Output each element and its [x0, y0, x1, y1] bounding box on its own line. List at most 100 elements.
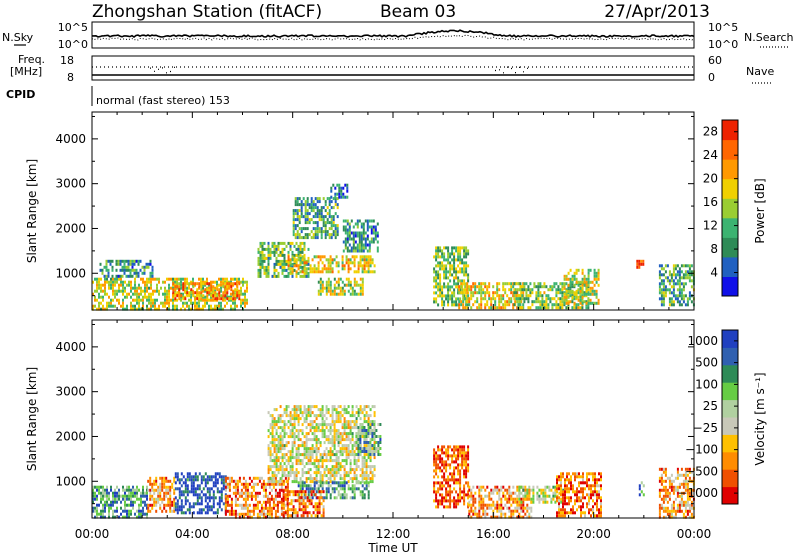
- power-cell: [204, 298, 206, 302]
- velocity-cell: [275, 447, 278, 451]
- velocity-cell: [307, 468, 310, 472]
- power-cell: [306, 236, 309, 240]
- velocity-cell: [140, 491, 142, 495]
- velocity-cell: [299, 477, 302, 481]
- power-cell: [110, 280, 112, 284]
- velocity-cell: [463, 490, 466, 494]
- velocity-cell: [341, 423, 344, 427]
- velocity-cell: [375, 429, 378, 432]
- velocity-cell: [361, 432, 364, 435]
- freq-label: Freq.: [18, 53, 45, 66]
- velocity-cell: [159, 506, 162, 510]
- power-cell: [267, 259, 270, 263]
- velocity-cell: [200, 496, 203, 500]
- power-cell: [109, 259, 112, 263]
- velocity-cell: [351, 480, 354, 484]
- power-cell: [366, 234, 369, 238]
- power-cell: [303, 261, 306, 265]
- velocity-cell: [304, 505, 307, 509]
- velocity-cell: [293, 414, 296, 418]
- velocity-cell: [173, 476, 176, 480]
- power-cell: [690, 270, 693, 274]
- velocity-cell: [311, 447, 314, 451]
- velocity-cell: [296, 493, 299, 497]
- power-cell: [236, 288, 239, 292]
- power-cell: [306, 203, 309, 207]
- velocity-cell: [345, 408, 348, 412]
- velocity-cell: [279, 435, 282, 439]
- power-cell: [467, 303, 470, 307]
- velocity-cell: [345, 453, 348, 457]
- power-cell: [198, 307, 200, 311]
- power-cell: [553, 285, 556, 289]
- power-cell: [291, 270, 294, 274]
- nave-scatter: [150, 66, 529, 74]
- velocity-cell: [313, 432, 316, 436]
- velocity-cell: [272, 506, 275, 510]
- power-cell: [543, 306, 546, 310]
- velocity-cell: [363, 481, 366, 485]
- velocity-cell: [289, 459, 292, 463]
- velocity-cell: [455, 445, 458, 449]
- power-cell: [146, 295, 148, 299]
- power-cell: [565, 289, 568, 293]
- power-cell: [662, 288, 665, 292]
- velocity-cell: [447, 505, 450, 509]
- power-cell: [447, 258, 450, 262]
- velocity-cell: [311, 432, 314, 436]
- power-cell: [311, 267, 314, 271]
- power-cell: [234, 307, 236, 311]
- velocity-cell: [182, 481, 185, 485]
- velocity-cell: [359, 423, 362, 426]
- velocity-cell: [297, 405, 300, 409]
- velocity-cell: [457, 457, 460, 461]
- velocity-cell: [500, 497, 503, 501]
- velocity-cell: [341, 487, 344, 491]
- power-cell: [579, 295, 582, 299]
- velocity-cell: [165, 509, 168, 513]
- velocity-cell: [110, 485, 112, 489]
- power-cell: [441, 249, 444, 253]
- power-cell: [445, 258, 448, 262]
- power-cell: [680, 276, 683, 280]
- power-cell: [547, 303, 550, 307]
- velocity-cell: [359, 438, 362, 441]
- power-cell: [361, 289, 364, 293]
- velocity-cell: [246, 509, 249, 513]
- velocity-cell: [210, 505, 213, 509]
- power-cell: [577, 283, 580, 287]
- velocity-cell: [190, 490, 193, 494]
- power-cell: [490, 300, 493, 304]
- velocity-cell: [478, 512, 481, 516]
- velocity-cell: [292, 499, 295, 503]
- power-cell: [535, 285, 538, 289]
- power-cell: [529, 282, 532, 286]
- power-cell: [104, 283, 106, 287]
- velocity-cell: [451, 448, 454, 452]
- velocity-cell: [171, 503, 174, 507]
- velocity-cell: [331, 444, 334, 448]
- velocity-cell: [279, 405, 282, 409]
- power-cell: [320, 233, 323, 237]
- velocity-cell: [124, 488, 126, 492]
- velocity-cell: [136, 491, 138, 495]
- velocity-cell: [349, 471, 352, 475]
- power-cell: [333, 289, 336, 293]
- velocity-cell: [339, 411, 342, 415]
- power-cell: [591, 289, 594, 293]
- power-cell: [230, 288, 233, 292]
- velocity-cell: [180, 484, 183, 488]
- power-cell: [593, 271, 596, 275]
- velocity-cell: [459, 472, 462, 476]
- velocity-cell: [295, 429, 298, 433]
- power-cell: [571, 306, 574, 310]
- velocity-cell: [353, 487, 356, 491]
- power-cell: [152, 301, 154, 305]
- power-cell: [139, 259, 142, 263]
- power-ytick-label: 2000: [55, 221, 86, 235]
- power-cell: [343, 283, 346, 287]
- power-cell: [370, 228, 373, 232]
- velocity-cell: [153, 482, 156, 486]
- power-cell: [312, 209, 315, 213]
- velocity-cell: [295, 462, 298, 466]
